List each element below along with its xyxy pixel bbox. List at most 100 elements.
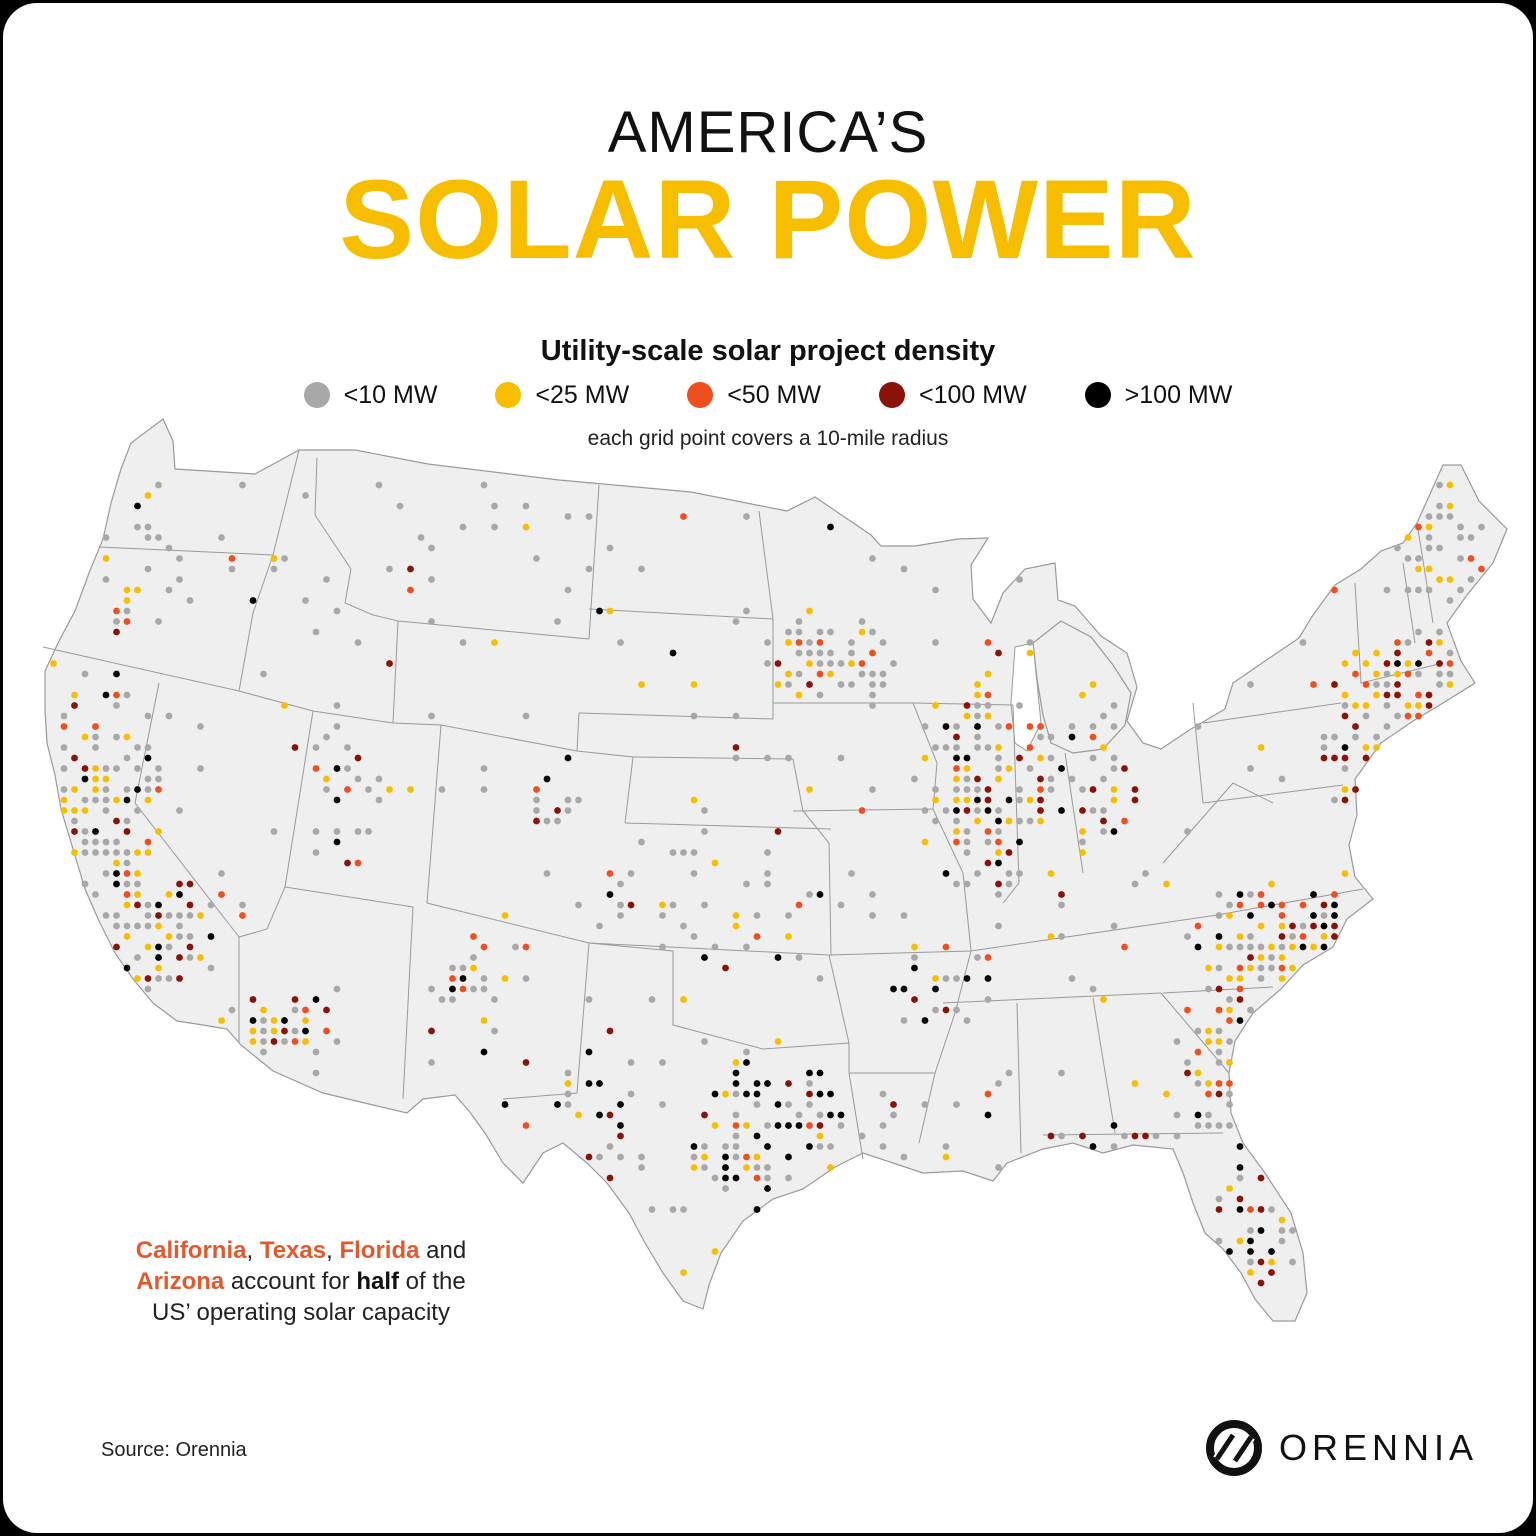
- density-dot: [1016, 838, 1023, 846]
- legend-item-lt10: <10 MW: [303, 381, 437, 410]
- density-dot: [218, 870, 225, 877]
- density-dot: [701, 807, 708, 814]
- density-dot: [249, 1017, 257, 1024]
- density-dot: [438, 996, 446, 1003]
- density-dot: [1425, 544, 1433, 552]
- density-dot: [60, 712, 68, 720]
- density-dot: [743, 1153, 750, 1161]
- density-dot: [1341, 870, 1349, 877]
- density-dot: [123, 849, 131, 856]
- density-dot: [543, 817, 551, 825]
- density-dot: [155, 954, 162, 961]
- density-dot: [764, 870, 771, 877]
- density-dot: [795, 628, 803, 636]
- density-dot: [1320, 901, 1328, 909]
- legend-title: Utility-scale solar project density: [540, 335, 996, 367]
- density-dot: [795, 954, 803, 961]
- density-dot: [428, 544, 435, 552]
- density-dot: [92, 891, 99, 898]
- density-dot: [1026, 639, 1034, 646]
- density-dot: [1163, 880, 1170, 888]
- density-dot: [165, 544, 173, 552]
- density-dot: [932, 796, 939, 804]
- density-dot: [816, 639, 824, 646]
- density-dot: [638, 1153, 645, 1161]
- density-dot: [428, 985, 435, 993]
- density-dot: [617, 1153, 624, 1161]
- density-dot: [1100, 817, 1107, 825]
- density-dot: [711, 943, 719, 951]
- density-dot: [144, 754, 152, 762]
- density-dot: [1341, 765, 1349, 772]
- density-dot: [1058, 901, 1065, 909]
- density-dot: [680, 996, 687, 1003]
- density-dot: [197, 912, 204, 919]
- density-dot: [1121, 943, 1128, 951]
- density-dot: [1236, 1174, 1244, 1182]
- density-dot: [1320, 943, 1328, 951]
- border-vt-nh: [1402, 562, 1416, 644]
- density-dot: [722, 964, 729, 972]
- density-dot: [302, 597, 309, 604]
- density-dot: [1478, 565, 1485, 573]
- density-dot: [701, 1111, 708, 1119]
- density-dot: [564, 754, 572, 762]
- density-dot: [617, 912, 624, 919]
- density-dot: [1173, 1111, 1181, 1119]
- density-dot: [1320, 933, 1328, 940]
- density-dot: [543, 775, 551, 783]
- density-dot: [386, 565, 393, 573]
- density-dot: [1247, 1237, 1254, 1245]
- density-dot: [260, 1027, 267, 1035]
- density-dot: [1457, 586, 1464, 594]
- density-dot: [113, 702, 120, 709]
- density-dot: [1257, 954, 1265, 961]
- density-dot: [165, 912, 173, 919]
- density-dot: [1058, 1132, 1065, 1140]
- density-dot: [953, 765, 960, 772]
- density-dot: [81, 733, 89, 741]
- density-dot: [816, 1132, 824, 1140]
- density-dot: [60, 796, 68, 804]
- density-dot: [764, 849, 771, 856]
- density-dot: [1121, 765, 1128, 772]
- density-dot: [995, 1080, 1002, 1087]
- density-dot: [92, 775, 99, 783]
- density-dot: [1215, 1206, 1223, 1213]
- density-dot: [1425, 534, 1433, 541]
- density-dot: [123, 870, 131, 877]
- density-dot: [113, 880, 120, 888]
- density-dot: [144, 786, 152, 793]
- density-dot: [491, 502, 498, 510]
- border-ne-ks: [632, 756, 804, 812]
- density-dot: [1404, 534, 1412, 541]
- density-dot: [386, 786, 393, 793]
- density-dot: [491, 639, 498, 646]
- density-dot: [176, 922, 183, 930]
- density-dot: [1173, 1038, 1181, 1045]
- density-dot: [953, 807, 960, 814]
- density-dot: [459, 523, 467, 531]
- density-dot: [1299, 922, 1307, 930]
- density-dot: [1415, 628, 1422, 636]
- density-dot: [1425, 513, 1433, 520]
- density-dot: [774, 828, 782, 835]
- density-dot: [522, 1122, 530, 1129]
- density-dot: [92, 838, 99, 846]
- density-dot: [1331, 733, 1338, 741]
- density-dot: [165, 586, 173, 594]
- density-dot: [501, 975, 509, 982]
- density-dot: [1184, 1006, 1191, 1014]
- density-dot: [1247, 1206, 1254, 1213]
- density-dot: [1110, 1143, 1118, 1150]
- density-dot: [1436, 544, 1443, 552]
- density-dot: [1089, 985, 1097, 993]
- density-dot: [71, 807, 78, 814]
- density-dot: [1236, 964, 1244, 972]
- density-dot: [1100, 712, 1107, 720]
- density-dot: [879, 1122, 887, 1129]
- density-dot: [270, 1038, 278, 1045]
- density-dot: [984, 796, 992, 804]
- density-dot: [942, 807, 950, 814]
- density-dot: [900, 985, 908, 993]
